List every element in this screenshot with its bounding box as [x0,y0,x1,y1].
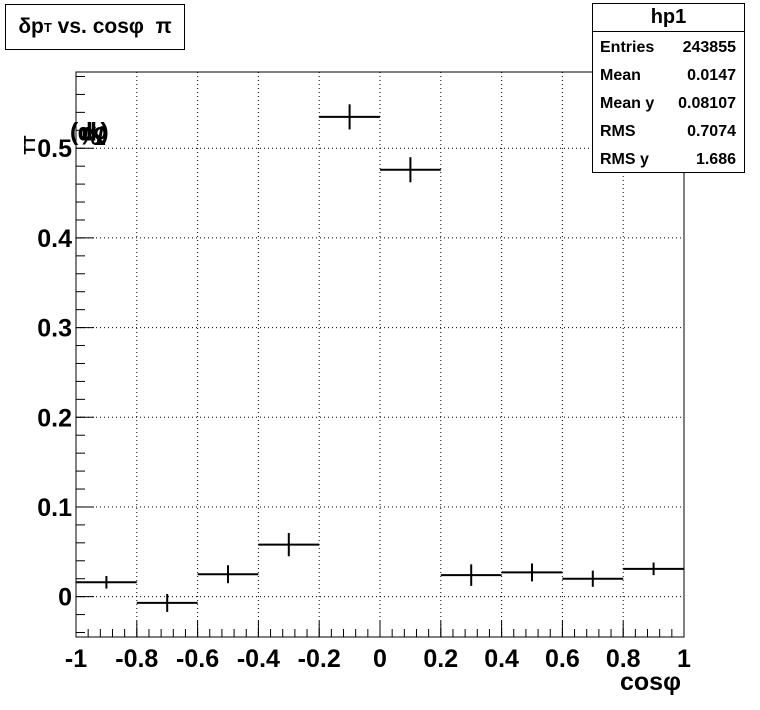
data-point [623,562,684,576]
x-tick-label: 1 [677,645,691,673]
data-point [380,157,441,183]
x-tick-label: -0.6 [176,645,219,673]
y-tick-label: 0.1 [37,494,72,522]
stats-label: Mean y [600,95,655,112]
data-point [319,104,380,130]
stats-value: 0.0147 [687,67,736,84]
data-point [197,565,259,584]
x-tick-label: 0.4 [484,645,519,673]
data-points [76,104,684,612]
data-point [76,576,137,589]
stats-value: 0.7074 [687,123,736,140]
y-axis: 0 0.1 0.2 0.3 0.4 0.5 [37,75,94,634]
stats-row: RMS 0.7074 [593,116,744,144]
x-tick-label: -0.2 [298,645,341,673]
y-tick-label: 0.4 [37,225,72,253]
stats-label: RMS [600,123,636,140]
y-tick-label: 0 [58,584,72,612]
x-tick-label: 0.6 [545,645,580,673]
data-point [562,570,624,587]
y-tick-label: 0.5 [37,135,72,163]
stats-label: RMS y [600,151,649,168]
x-tick-label: 0.8 [606,645,641,673]
stats-row: Mean y 0.08107 [593,88,744,116]
chart-title-prefix: δp [18,15,44,38]
x-axis: -1 -0.8 -0.6 -0.4 -0.2 0 0.2 0.4 0.6 0.8 1 [65,621,691,673]
x-tick-label: 0.2 [423,645,458,673]
stats-value: 1.686 [695,151,736,168]
data-point [440,564,502,586]
stats-row: Entries 243855 [593,32,744,60]
y-tick-label: 0.2 [37,404,72,432]
x-tick-label: -0.4 [237,645,280,673]
chart-title-sub: T [43,19,52,35]
chart-title: δp T vs. cosφ π [5,4,185,50]
stats-row: RMS y 1.686 [593,144,744,172]
stats-label: Entries [600,39,655,56]
ylabel-part: (%) [69,120,116,149]
x-tick-label: -0.8 [115,645,158,673]
chart-title-suffix: vs. cosφ π [51,15,172,38]
stats-title: hp1 [593,4,744,32]
data-point [258,532,320,557]
ylabel-sub: T [22,135,40,145]
stats-value: 0.08107 [678,95,736,112]
data-point [136,593,198,612]
ylabel-sub: T [22,145,40,155]
grid [76,72,684,637]
stats-box: hp1 Entries 243855 Mean 0.0147 Mean y 0.081… [592,3,745,173]
stats-value: 243855 [682,39,736,56]
x-tick-label: 0 [373,645,387,673]
stats-label: Mean [600,67,641,84]
stats-row: Mean 0.0147 [593,60,744,88]
data-point [501,563,563,582]
y-axis-label: δp T/p T (%) [4,60,109,230]
x-tick-label: -1 [65,645,87,673]
y-tick-label: 0.3 [37,315,72,343]
x-axis-label: cosφ [620,668,681,696]
